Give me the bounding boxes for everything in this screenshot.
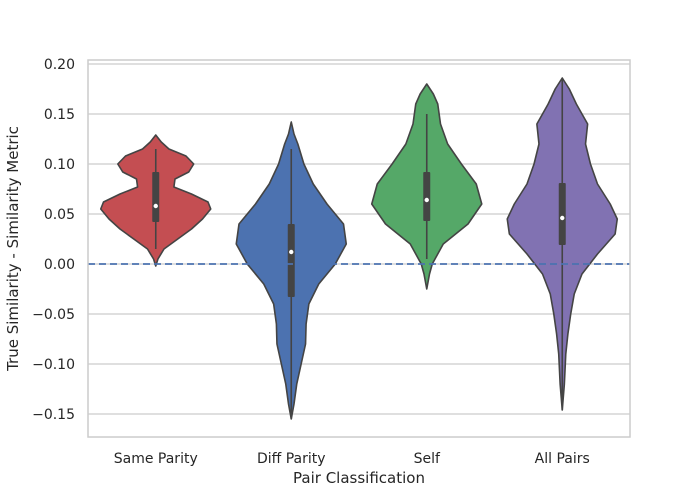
x-tick-label: Same Parity [114, 451, 198, 467]
plot-frame [87, 59, 631, 438]
y-tick-label: −0.10 [32, 357, 75, 373]
violin-median-dot [153, 203, 158, 209]
violin-diff-parity [235, 121, 348, 420]
violin-median-dot [424, 197, 429, 203]
violin-iqr-box [558, 183, 566, 245]
y-tick-label: 0.05 [44, 207, 75, 223]
violin-iqr-box [152, 172, 160, 222]
x-tick-label: Diff Parity [257, 451, 326, 467]
y-tick-label: 0.15 [44, 107, 75, 123]
violin-iqr-box [423, 172, 431, 221]
y-tick-label: 0.10 [44, 157, 75, 173]
violin-self [370, 83, 483, 290]
violin-iqr-box [287, 224, 295, 297]
x-axis-ticks: Same Parity Diff Parity Self All Pairs [114, 451, 590, 467]
y-tick-label: 0.20 [44, 57, 75, 73]
violin-same-parity [99, 134, 212, 267]
violins [99, 77, 619, 420]
violin-median-dot [560, 215, 565, 221]
violin-all-pairs [506, 77, 619, 411]
x-tick-label: Self [414, 451, 441, 467]
violin-median-dot [289, 249, 294, 255]
x-axis-title: Pair Classification [293, 469, 425, 487]
y-tick-label: −0.05 [32, 307, 75, 323]
y-tick-label: −0.15 [32, 407, 75, 423]
y-axis-ticks: 0.20 0.15 0.10 0.05 0.00 −0.05 −0.10 −0.15 [32, 57, 75, 423]
x-tick-label: All Pairs [535, 451, 590, 467]
y-tick-label: 0.00 [44, 257, 75, 273]
y-axis-title: True Similarity - Similarity Metric [4, 126, 22, 372]
